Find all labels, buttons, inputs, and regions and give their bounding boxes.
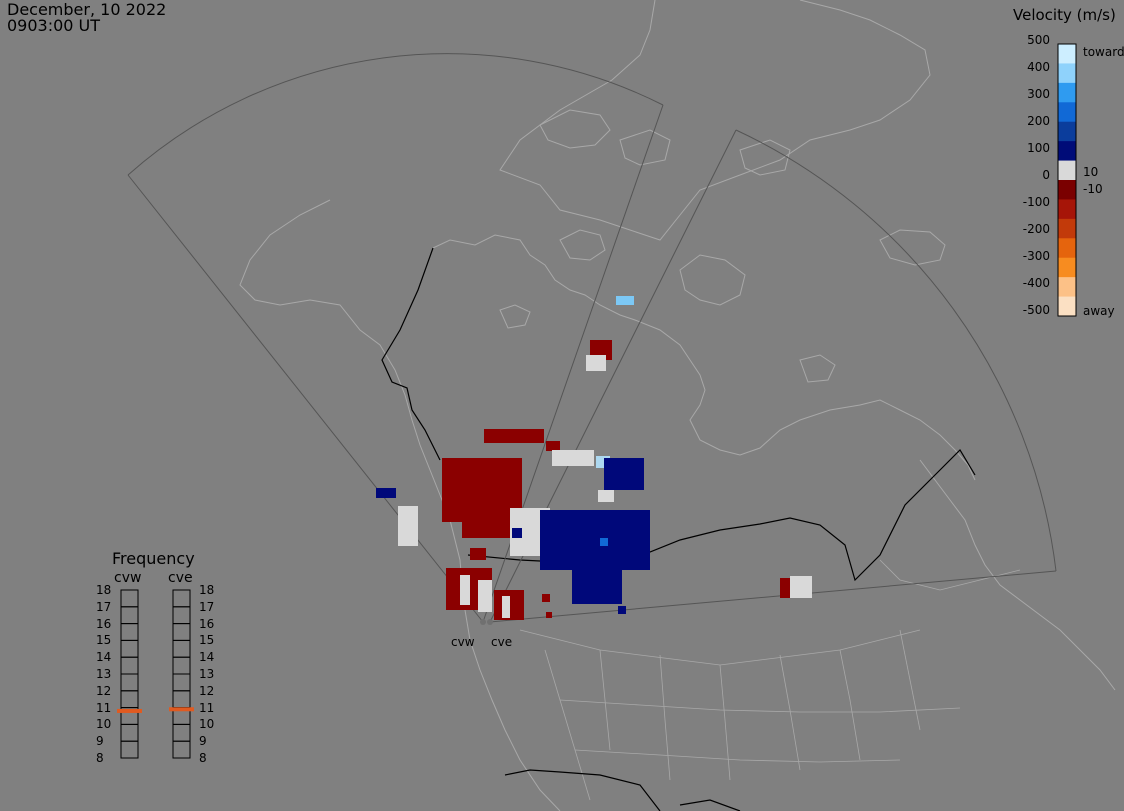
frequency-tick: 12 — [96, 683, 112, 698]
frequency-tick: 16 — [199, 616, 215, 631]
state-borders — [519, 559, 1021, 801]
colorbar-segment — [1058, 63, 1076, 84]
frequency-cell — [120, 656, 139, 675]
velocity-tick: 0 — [1042, 168, 1050, 182]
frequency-marker — [169, 707, 194, 712]
time-label: 0903:00 UT — [7, 16, 101, 35]
frequency-cell — [120, 589, 139, 608]
frequency-title: Frequency — [112, 549, 195, 568]
frequency-cell — [172, 740, 191, 759]
frequency-tick: 11 — [96, 700, 112, 715]
velocity-pos-threshold: 10 — [1083, 165, 1099, 179]
coastlines — [239, 0, 1116, 811]
velocity-neg-threshold: -10 — [1083, 182, 1103, 196]
colorbar-segment — [1058, 277, 1076, 298]
frequency-tick: 12 — [199, 683, 215, 698]
colorbar-segment — [1058, 218, 1076, 239]
velocity-tick: -300 — [1022, 249, 1050, 263]
frequency-tick: 14 — [199, 650, 215, 665]
frequency-cell — [120, 673, 139, 692]
site-label-cve: cve — [491, 635, 513, 649]
frequency-cell — [120, 623, 139, 641]
frequency-cell — [120, 606, 139, 625]
frequency-radar-cvw: cvw — [114, 570, 142, 586]
colorbar-segment — [1058, 121, 1076, 142]
velocity-tick: 400 — [1027, 60, 1050, 74]
frequency-tick: 10 — [199, 717, 215, 732]
velocity-title: Velocity (m/s) — [1013, 6, 1116, 24]
colorbar-segment — [1058, 296, 1076, 317]
colorbar-frame — [1057, 43, 1077, 317]
frequency-cell — [172, 589, 191, 608]
frequency-tick: 8 — [96, 751, 104, 765]
velocity-colorbar — [1057, 43, 1077, 317]
frequency-tick: 10 — [96, 717, 112, 732]
frequency-tick: 18 — [199, 583, 215, 597]
colorbar-segment — [1058, 257, 1076, 278]
frequency-tick: 17 — [96, 599, 112, 614]
frequency-tick: 18 — [96, 583, 112, 597]
frequency-cell — [120, 690, 139, 709]
frequency-cell — [172, 606, 191, 625]
away-label: away — [1083, 304, 1115, 318]
colorbar-segment — [1058, 180, 1076, 200]
frequency-cell — [120, 639, 139, 658]
colorbar-segment — [1058, 160, 1076, 181]
frequency-cell — [120, 740, 139, 759]
date-label: December, 10 2022 — [7, 0, 167, 19]
frequency-cell — [172, 639, 191, 658]
colorbar-segment — [1058, 102, 1076, 123]
site-label-cvw: cvw — [451, 635, 475, 649]
frequency-cell — [172, 623, 191, 641]
frequency-tick: 17 — [199, 599, 215, 614]
velocity-tick: -100 — [1022, 195, 1050, 209]
frequency-tick: 13 — [199, 667, 215, 681]
frequency-tick: 16 — [96, 616, 112, 631]
frequency-panels — [117, 589, 194, 759]
frequency-marker — [117, 708, 142, 713]
velocity-tick: 300 — [1027, 87, 1050, 101]
colorbar-segment — [1058, 238, 1076, 259]
velocity-tick: 500 — [1027, 33, 1050, 47]
velocity-tick: -400 — [1022, 276, 1050, 290]
frequency-tick: 8 — [199, 751, 207, 765]
toward-label: toward — [1083, 45, 1124, 59]
frequency-tick: 15 — [199, 633, 215, 648]
frequency-tick: 9 — [96, 734, 104, 749]
frequency-cell — [172, 656, 191, 675]
colorbar-segment — [1058, 199, 1076, 220]
frequency-tick: 15 — [96, 633, 112, 648]
colorbar-segment — [1058, 44, 1076, 64]
frequency-cell — [172, 690, 191, 709]
velocity-tick: -500 — [1022, 303, 1050, 317]
colorbar-segment — [1058, 82, 1076, 103]
frequency-tick: 14 — [96, 650, 112, 665]
colorbar-segment — [1058, 141, 1076, 162]
frequency-tick: 9 — [199, 734, 207, 749]
velocity-tick: 200 — [1027, 114, 1050, 128]
velocity-tick: 100 — [1027, 141, 1050, 155]
velocity-scatter — [376, 296, 812, 625]
velocity-tick: -200 — [1022, 222, 1050, 236]
frequency-cell — [172, 673, 191, 692]
frequency-tick: 13 — [96, 667, 112, 681]
frequency-cell — [172, 723, 191, 742]
frequency-tick: 11 — [199, 700, 215, 715]
frequency-radar-cve: cve — [168, 570, 193, 586]
frequency-cell — [120, 723, 139, 742]
